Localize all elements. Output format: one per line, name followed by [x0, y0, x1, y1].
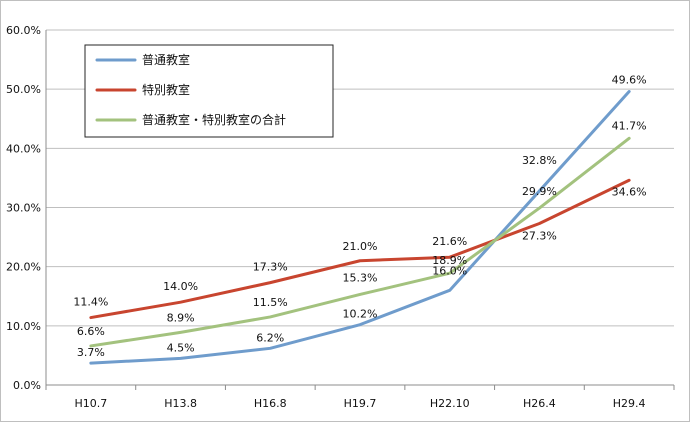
data-label: 6.2% [256, 331, 284, 344]
data-label: 17.3% [253, 261, 288, 274]
data-label: 11.5% [253, 296, 288, 309]
data-label: 8.9% [167, 311, 195, 324]
series-line-0 [89, 90, 631, 365]
data-label: 15.3% [343, 271, 378, 284]
data-label: 49.6% [612, 74, 647, 87]
x-tick-label: H22.10 [430, 397, 470, 410]
y-tick-label: 40.0% [6, 142, 41, 155]
x-tick-label: H26.4 [523, 397, 556, 410]
data-label: 21.0% [343, 240, 378, 253]
y-tick-label: 30.0% [6, 202, 41, 215]
data-label: 21.6% [432, 235, 467, 248]
data-label: 10.2% [343, 308, 378, 321]
x-tick-label: H10.7 [74, 397, 107, 410]
x-tick-label: H29.4 [613, 397, 646, 410]
x-tick-label: H19.7 [344, 397, 377, 410]
legend-label-1: 特別教室 [142, 82, 190, 97]
data-label: 6.6% [77, 325, 105, 338]
data-label: 14.0% [163, 280, 198, 293]
series-line-1 [89, 178, 631, 320]
data-label: 16.0% [432, 264, 467, 277]
data-label: 3.7% [77, 346, 105, 359]
data-label: 29.9% [522, 185, 557, 198]
y-tick-label: 50.0% [6, 83, 41, 96]
legend-label-0: 普通教室 [142, 52, 190, 67]
x-tick-label: H13.8 [164, 397, 197, 410]
data-label: 34.6% [612, 185, 647, 198]
data-label: 11.4% [73, 296, 108, 309]
y-tick-label: 10.0% [6, 320, 41, 333]
series-lines [89, 90, 631, 365]
y-tick-label: 20.0% [6, 261, 41, 274]
x-tick-label: H16.8 [254, 397, 287, 410]
series-line-2 [89, 136, 631, 348]
data-label: 4.5% [167, 341, 195, 354]
data-label: 27.3% [522, 229, 557, 242]
data-label: 32.8% [522, 154, 557, 167]
data-label: 41.7% [612, 119, 647, 132]
y-tick-label: 60.0% [6, 24, 41, 37]
data-labels: 3.7% 4.5% 6.2% 10.2% 16.0% 32.8% 49.6% 11.4% 14.… [73, 74, 646, 360]
data-label: 18.9% [432, 254, 467, 267]
axes: 0.0% 10.0% 20.0% 30.0% 40.0% 50.0% 60.0% H10.7 H… [6, 24, 675, 410]
legend-label-2: 普通教室・特別教室の合計 [142, 112, 286, 127]
y-tick-label: 0.0% [13, 379, 41, 392]
